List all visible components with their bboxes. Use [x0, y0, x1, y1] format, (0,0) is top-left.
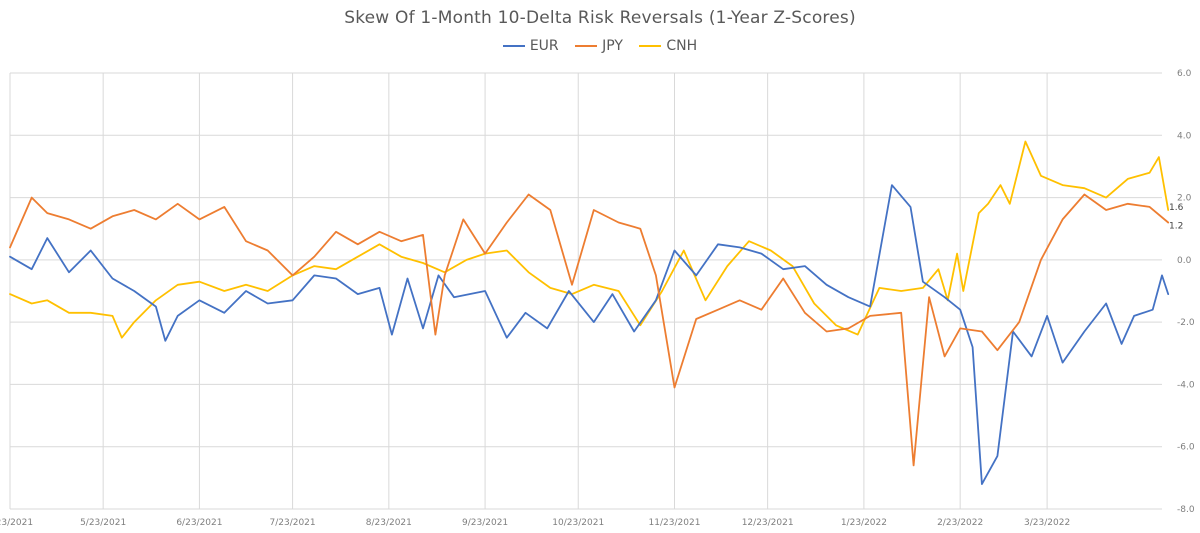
y-tick-label: 4.0: [1177, 131, 1192, 141]
y-tick-label: 0.0: [1177, 256, 1192, 266]
chart-title: Skew Of 1-Month 10-Delta Risk Reversals …: [344, 8, 856, 28]
legend-label-cnh: CNH: [666, 38, 698, 54]
legend-swatch-cnh: [639, 45, 662, 47]
legend-entry-eur: EUR: [502, 38, 559, 54]
x-tick-label: 8/23/2021: [366, 518, 412, 528]
x-tick-label: 5/23/2021: [80, 518, 126, 528]
x-tick-label: 2/23/2022: [937, 518, 983, 528]
legend-swatch-eur: [502, 45, 525, 47]
x-tick-label: 10/23/2021: [552, 518, 604, 528]
y-tick-label: -4.0: [1177, 380, 1195, 390]
y-tick-label: -8.0: [1177, 505, 1195, 515]
y-tick-label: 6.0: [1177, 69, 1192, 79]
y-tick-label: 2.0: [1177, 194, 1192, 204]
x-tick-label: 9/23/2021: [462, 518, 508, 528]
y-tick-label: -6.0: [1177, 443, 1195, 453]
legend-label-eur: EUR: [529, 38, 559, 54]
x-tick-label: 4/23/2021: [0, 518, 33, 528]
series-line-cnh: [9, 140, 1170, 339]
end-value-label: 1.6: [1169, 203, 1184, 213]
x-tick-label: 3/23/2022: [1024, 518, 1070, 528]
x-tick-label: 1/23/2022: [841, 518, 887, 528]
x-tick-label: 7/23/2021: [269, 518, 315, 528]
x-tick-label: 12/23/2021: [742, 518, 794, 528]
legend-label-jpy: JPY: [602, 38, 623, 54]
x-tick-label: 11/23/2021: [649, 518, 701, 528]
x-tick-label: 6/23/2021: [176, 518, 222, 528]
legend-entry-jpy: JPY: [575, 38, 623, 54]
end-value-label: 1.2: [1169, 221, 1183, 231]
legend: EUR JPY CNH: [0, 38, 1200, 54]
y-tick-label: -2.0: [1177, 318, 1195, 328]
legend-swatch-jpy: [575, 45, 598, 47]
series-line-eur: [9, 184, 1170, 485]
series-line-jpy: [9, 193, 1170, 467]
legend-entry-cnh: CNH: [639, 38, 697, 54]
